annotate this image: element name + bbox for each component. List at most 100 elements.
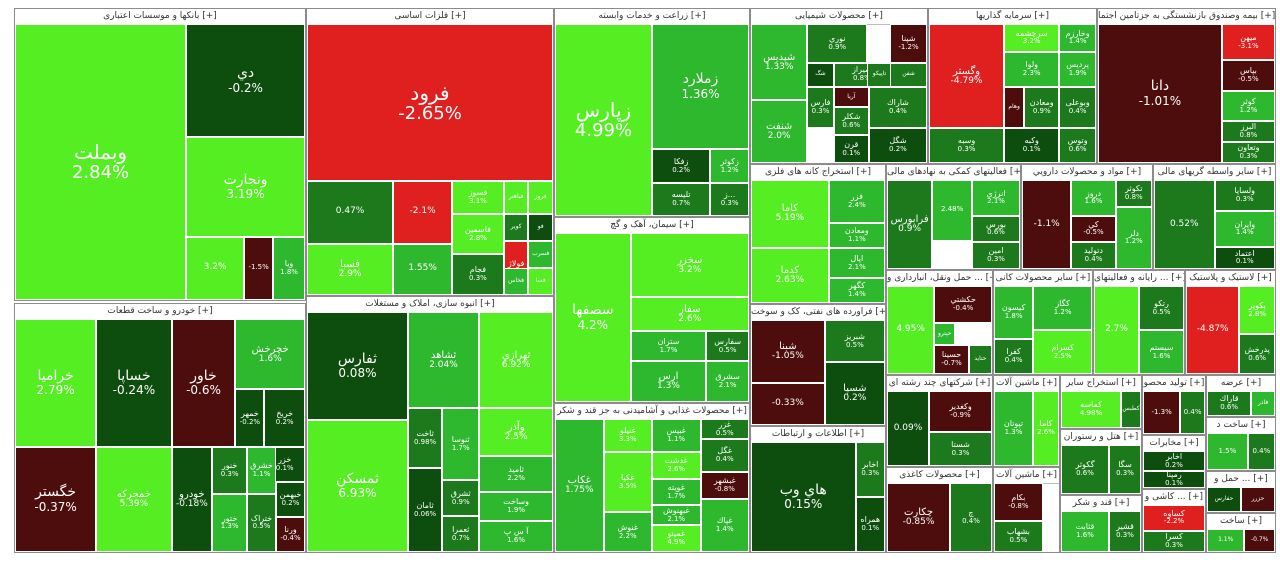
treemap-tile[interactable]: سفار 2.6% [630, 297, 749, 332]
treemap-tile[interactable]: 0.52% [1154, 180, 1215, 269]
treemap-tile[interactable]: سگا 0.3% [1109, 445, 1141, 494]
treemap-tile[interactable]: غنيلو 3.3% [603, 419, 652, 453]
treemap-tile[interactable]: 1.55% [393, 243, 453, 295]
sector-header[interactable]: ساخت [+] [1207, 514, 1275, 530]
treemap-tile[interactable]: نوري 0.9% [807, 24, 868, 63]
treemap-tile[interactable]: قرن 0.1% [833, 135, 869, 163]
treemap-tile[interactable]: كوير [503, 213, 529, 241]
treemap-tile[interactable]: ثشاهد 2.04% [407, 312, 480, 408]
treemap-tile[interactable]: -4.87% [1186, 286, 1240, 374]
treemap-tile[interactable]: امين 0.3% [972, 242, 1020, 269]
treemap-tile[interactable]: ختراک 0.5% [247, 493, 276, 552]
treemap-tile[interactable]: قثابت 1.6% [1061, 511, 1109, 552]
treemap-tile[interactable]: ز... 0.3% [710, 183, 749, 216]
treemap-tile[interactable]: شكلر 0.6% [833, 107, 869, 136]
sector-header[interactable]: هتل و رستوران [+] [1061, 430, 1141, 446]
treemap-tile[interactable]: شبنا -1.05% [751, 320, 825, 383]
treemap-tile[interactable]: ومعادن 0.9% [1024, 86, 1060, 129]
treemap-tile[interactable]: وتعاون 0.3% [1221, 142, 1275, 163]
treemap-tile[interactable]: كدما 2.63% [751, 247, 829, 303]
treemap-tile[interactable]: رمپنا 0.1% [1143, 471, 1205, 488]
treemap-tile[interactable]: فباهنر [503, 181, 529, 214]
sector-header[interactable]: سیمان، آهک و گچ [+] [555, 218, 749, 234]
treemap-tile[interactable]: اپال 2.1% [828, 247, 885, 279]
treemap-tile[interactable]: كوثر 1.2% [1221, 90, 1275, 122]
treemap-tile[interactable]: خودرو -0.18% [171, 447, 213, 552]
treemap-tile[interactable]: كطبس [1121, 391, 1141, 428]
treemap-tile[interactable]: شگل 0.2% [868, 128, 927, 163]
treemap-tile[interactable]: حكشتي -0.4% [934, 286, 992, 323]
treemap-tile[interactable]: وبوعلی 0.4% [1059, 86, 1096, 129]
treemap-tile[interactable]: خمهر -0.2% [235, 388, 265, 448]
treemap-tile[interactable]: كسرام 2.5% [1033, 330, 1092, 374]
treemap-tile[interactable]: 0.4% [1180, 391, 1205, 434]
sector-header[interactable]: کاشی و ... [+] [1143, 490, 1205, 506]
treemap-tile[interactable]: گكوثر 0.6% [1061, 445, 1109, 494]
treemap-tile[interactable]: كگهر 1.4% [828, 278, 885, 303]
treemap-tile[interactable]: ولساپا 0.3% [1214, 180, 1275, 212]
treemap-tile[interactable]: كسرا 0.3% [1143, 530, 1205, 552]
treemap-tile[interactable]: -2.1% [393, 181, 453, 244]
treemap-tile[interactable]: وهام [1004, 86, 1025, 129]
treemap-tile[interactable]: خراميا 2.79% [15, 319, 97, 448]
sector-header[interactable]: ماشین آلات [+] [994, 468, 1059, 484]
treemap-tile[interactable]: فرود -2.65% [307, 24, 553, 182]
sector-header[interactable]: ماشین آلات [+] [994, 376, 1059, 392]
treemap-tile[interactable]: 2.7% [1094, 286, 1139, 374]
treemap-tile[interactable]: كفرا 0.4% [994, 338, 1034, 374]
treemap-tile[interactable]: سيستم 1.6% [1139, 330, 1184, 374]
treemap-tile[interactable]: شبريز 0.5% [824, 320, 885, 362]
treemap-tile[interactable]: انرژي 2.1% [972, 180, 1020, 216]
sector-header[interactable]: استخراج سایر [+] [1061, 376, 1141, 392]
treemap-tile[interactable]: شگ [807, 62, 834, 87]
treemap-tile[interactable]: تاپيكو [867, 62, 892, 87]
treemap-tile[interactable]: البرز 0.8% [1221, 121, 1275, 143]
treemap-tile[interactable]: فسبا 2.9% [307, 243, 394, 295]
sector-header[interactable]: محصولات شیمیایی [+] [751, 9, 927, 25]
treemap-tile[interactable]: ثامان 0.06% [407, 468, 443, 552]
treemap-tile[interactable]: سصفها 4.2% [555, 233, 631, 402]
treemap-tile[interactable]: دتوليد 0.4% [1071, 242, 1116, 269]
sector-header[interactable]: مواد و محصولات دارويي [+] [1022, 165, 1152, 181]
treemap-tile[interactable]: زپارس 4.99% [555, 24, 652, 216]
sector-header[interactable]: تولید محصو [+] [1143, 376, 1205, 392]
sector-header[interactable]: فعالیتهای کمکی به نهادهای مالی [+] [887, 165, 1020, 181]
treemap-tile[interactable]: سخزر 3.2% [630, 233, 749, 298]
treemap-tile[interactable]: -1.5% [244, 236, 274, 300]
treemap-tile[interactable]: ومعادن 1.1% [828, 223, 885, 248]
treemap-tile[interactable]: پدرخش 0.6% [1239, 334, 1275, 374]
treemap-tile[interactable]: قشير 0.3% [1109, 511, 1141, 552]
treemap-tile[interactable]: ورنا -0.4% [276, 517, 305, 552]
treemap-tile[interactable]: غدشت 2.6% [652, 452, 701, 479]
treemap-tile[interactable]: خاور -0.6% [171, 319, 236, 448]
treemap-tile[interactable]: ثعمرا 0.7% [442, 516, 480, 552]
treemap-tile[interactable]: فسا [528, 267, 553, 295]
treemap-tile[interactable]: هاي وب 0.15% [751, 442, 856, 552]
sector-header[interactable]: انبوه سازی، املاک و مستغلات [+] [307, 297, 553, 313]
sector-header[interactable]: محصولات غذایی و آشامیدنی به جز قند و شکر… [555, 404, 749, 420]
treemap-tile[interactable]: غبشهر -0.8% [700, 472, 749, 499]
treemap-tile[interactable]: 1.5% [1207, 433, 1248, 470]
treemap-tile[interactable]: كي -0.5% [1071, 215, 1116, 243]
treemap-tile[interactable]: فسرب [528, 240, 553, 268]
treemap-tile[interactable]: وايران 1.4% [1214, 211, 1275, 247]
treemap-tile[interactable]: وساخت 1.9% [479, 492, 553, 521]
treemap-tile[interactable]: دي -0.2% [186, 24, 305, 138]
treemap-tile[interactable]: شپدیس 1.33% [751, 24, 808, 101]
treemap-tile[interactable]: ونجارت 3.19% [186, 137, 305, 237]
sector-header[interactable]: شرکتهای چند رشته ای [+] [887, 376, 992, 392]
treemap-tile[interactable]: وتوس 0.6% [1059, 128, 1096, 163]
sector-header[interactable]: سایر واسطه گریهای مالی [+] [1154, 165, 1275, 181]
treemap-tile[interactable]: -1.1% [1022, 180, 1072, 269]
sector-header[interactable]: سرمایه گذاریها [+] [929, 9, 1096, 25]
treemap-tile[interactable]: خمحركه 5.39% [96, 447, 172, 552]
treemap-tile[interactable]: فرابورس 0.9% [887, 180, 933, 269]
sector-header[interactable]: رایانه و فعالیتهای ... [+] [1094, 271, 1184, 287]
treemap-tile[interactable]: كاما 2.6% [1033, 391, 1059, 466]
treemap-tile[interactable]: كساوه -2.2% [1143, 505, 1205, 531]
treemap-tile[interactable]: سشرق 2.1% [706, 361, 749, 402]
treemap-tile[interactable]: ولوا 2.3% [1004, 51, 1060, 87]
treemap-tile[interactable]: فخاس [503, 267, 529, 295]
treemap-tile[interactable]: ثفارس 0.08% [307, 312, 408, 420]
treemap-tile[interactable]: پكوير 2.8% [1239, 286, 1275, 335]
